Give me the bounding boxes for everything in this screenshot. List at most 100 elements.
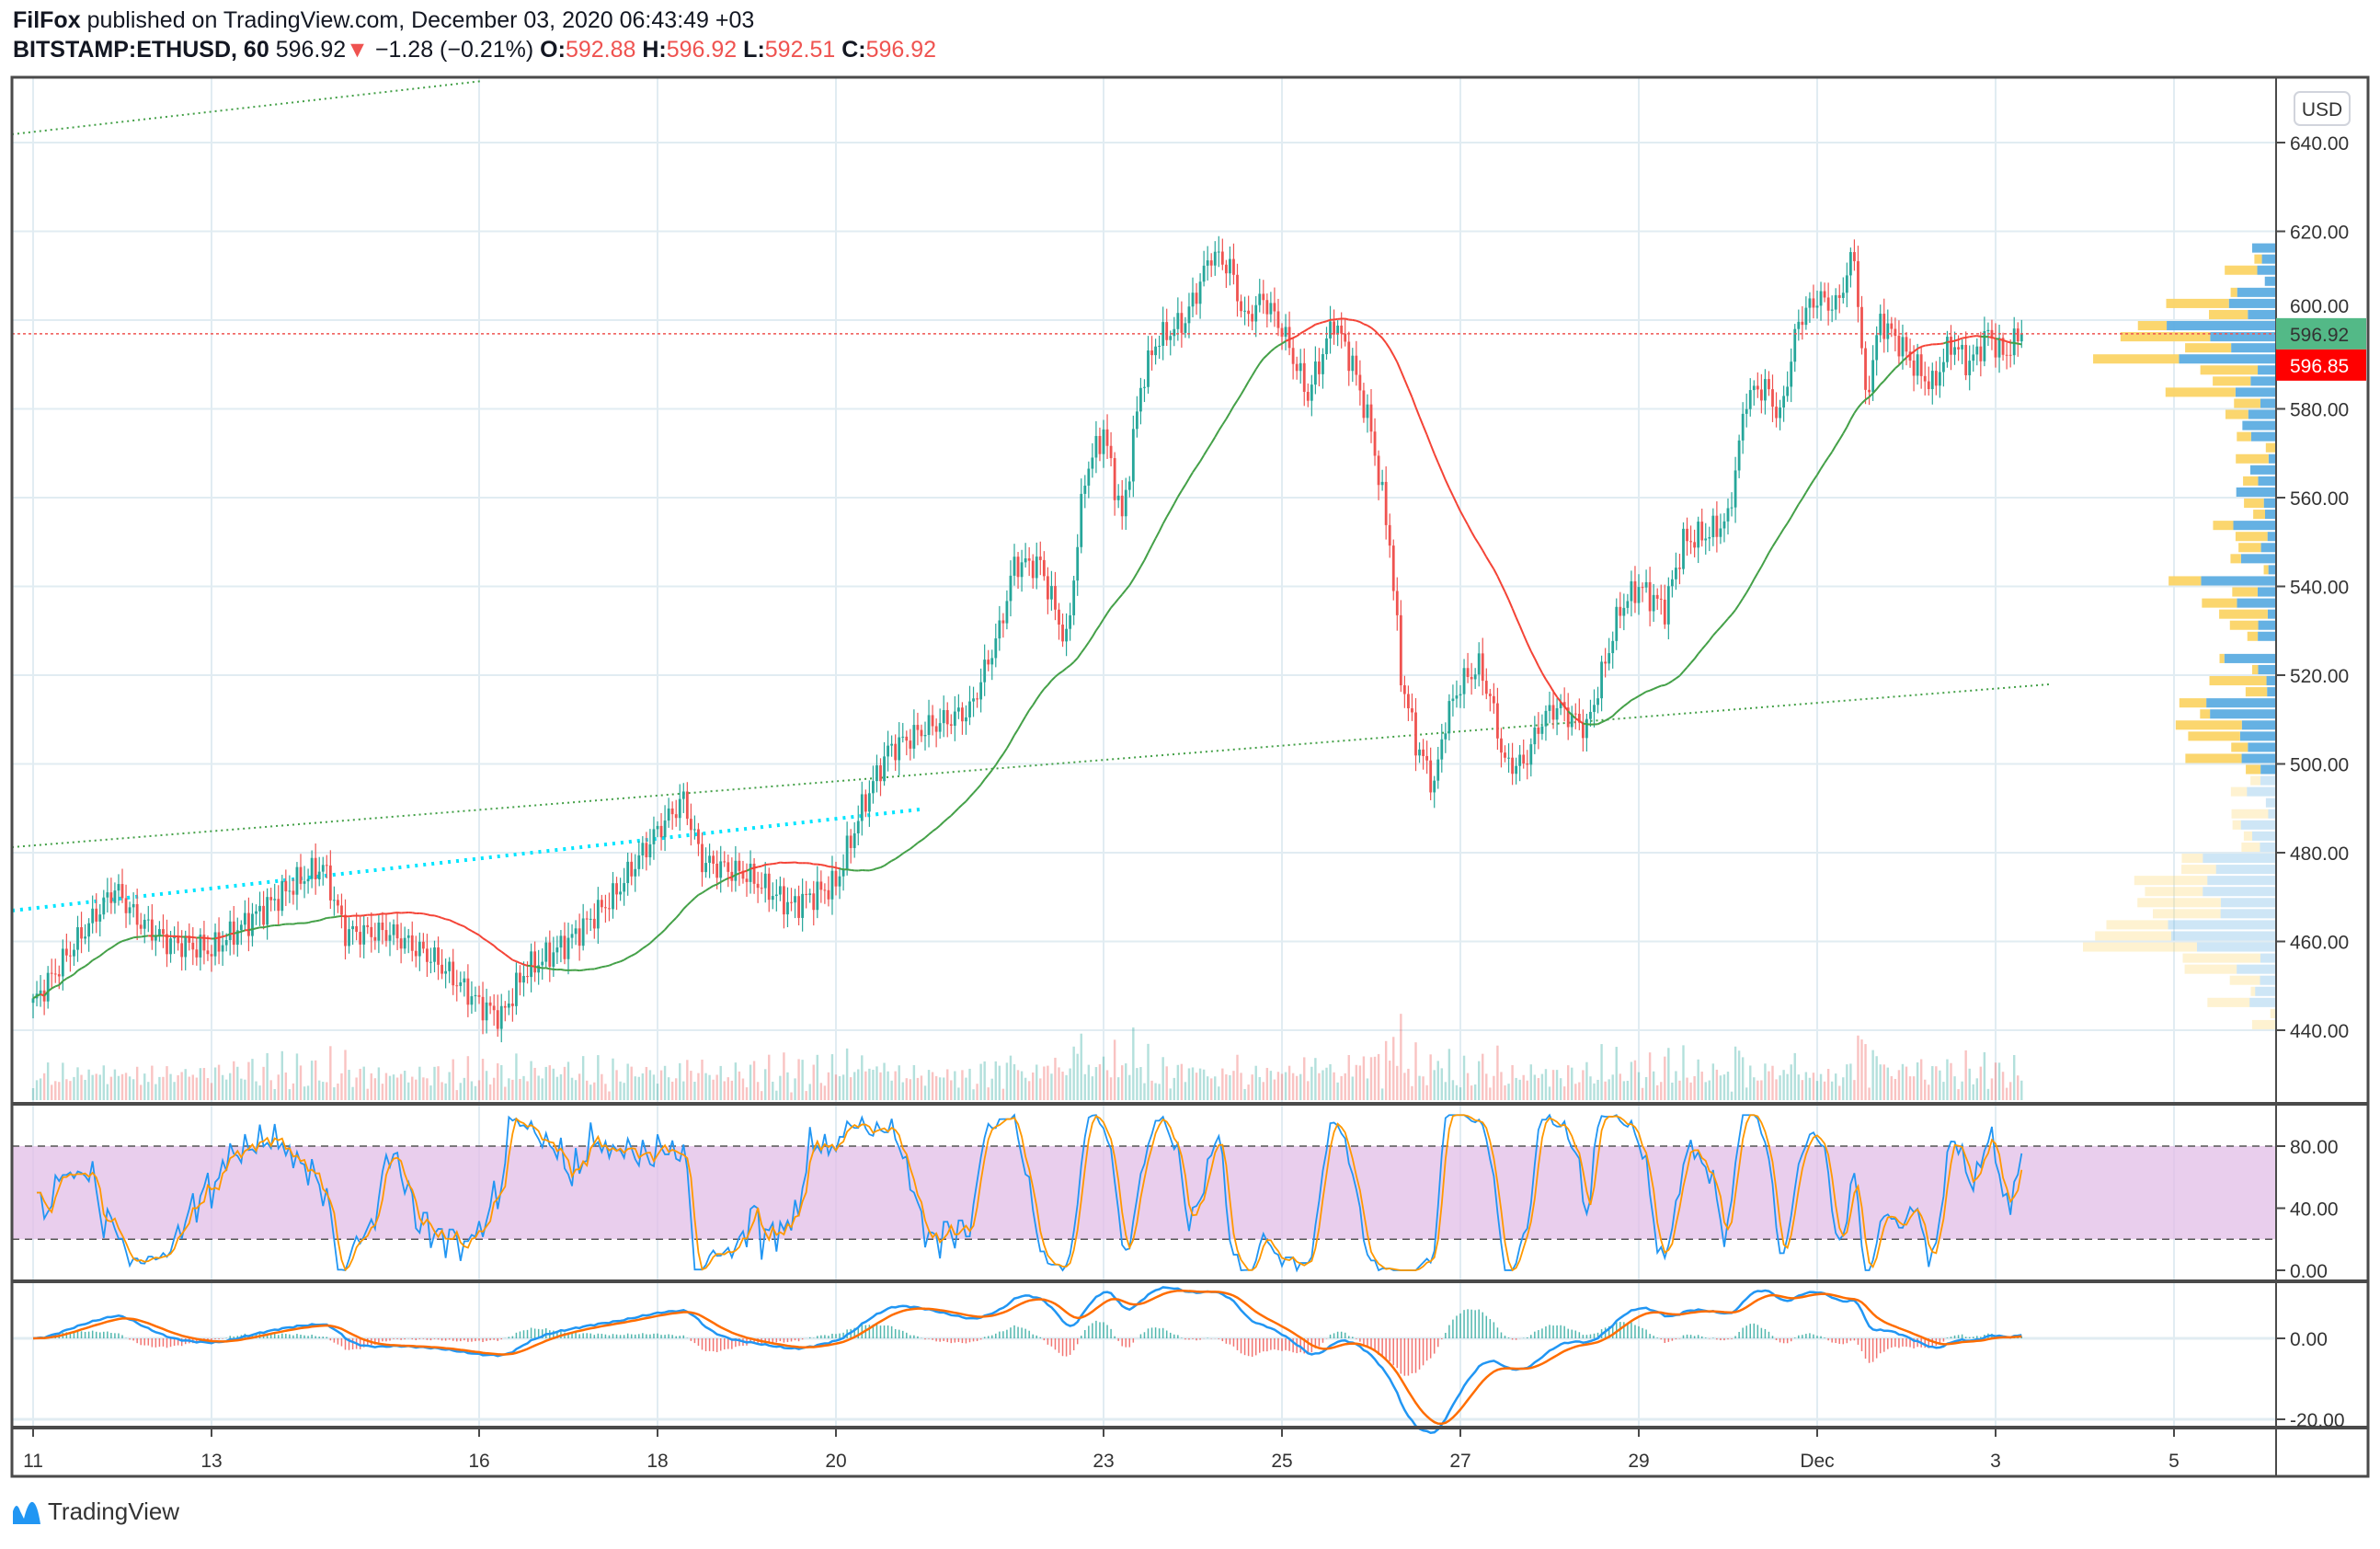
- moving-average-segment: [1764, 552, 1770, 561]
- volume-bar: [1039, 1078, 1042, 1100]
- moving-average-segment: [999, 753, 1004, 760]
- volume-profile-down-bar: [2243, 476, 2259, 486]
- volume-bar: [1307, 1081, 1310, 1100]
- upper-trend-line[interactable]: [11, 80, 484, 135]
- volume-bar: [1526, 1080, 1528, 1100]
- candle-body: [1306, 391, 1310, 401]
- moving-average-segment: [1616, 708, 1621, 714]
- candle-body: [1600, 661, 1603, 699]
- volume-bar: [887, 1071, 889, 1100]
- candle-body: [794, 896, 796, 903]
- candle-body: [1693, 542, 1697, 548]
- candle-body: [273, 899, 277, 901]
- candle-body: [1570, 713, 1573, 728]
- volume-profile-down-bar: [2209, 676, 2267, 686]
- volume-bar: [1043, 1066, 1046, 1100]
- candle-body: [723, 861, 727, 863]
- candle-body: [180, 943, 184, 958]
- volume-profile-up-bar: [2215, 865, 2276, 875]
- candle-body: [437, 947, 440, 965]
- candle-body: [648, 843, 652, 858]
- volume-bar: [1087, 1064, 1091, 1100]
- moving-average-segment: [1995, 338, 2000, 340]
- candle-body: [1217, 251, 1220, 253]
- candle-body: [585, 918, 589, 920]
- candle-body: [1615, 606, 1619, 641]
- candle-body: [1946, 337, 1949, 362]
- candle-body: [1768, 379, 1770, 390]
- candle-body: [827, 889, 830, 900]
- candle-body: [1488, 694, 1492, 696]
- cyan-trend-line[interactable]: [11, 808, 921, 912]
- moving-average-segment: [1775, 534, 1781, 542]
- candle-body: [1380, 481, 1384, 486]
- moving-average-segment: [1583, 722, 1587, 726]
- volume-profile-down-bar: [2185, 343, 2232, 353]
- candle-body: [1336, 325, 1340, 335]
- moving-average-segment: [1307, 326, 1312, 330]
- volume-profile-up-bar: [2255, 986, 2276, 996]
- volume-bar: [2008, 1082, 2012, 1100]
- volume-profile-down-bar: [2236, 453, 2269, 464]
- volume-bar: [563, 1066, 566, 1100]
- candle-body: [931, 715, 934, 727]
- candle-body: [1637, 587, 1641, 603]
- candle-body: [1135, 411, 1139, 430]
- volume-profile-down-bar: [2265, 442, 2276, 453]
- volume-profile-up-bar: [2237, 287, 2276, 297]
- volume-profile-up-bar: [2265, 797, 2276, 808]
- moving-average-segment: [1414, 407, 1421, 418]
- candle-body: [1737, 440, 1741, 471]
- candle-body: [1697, 522, 1700, 548]
- volume-bar: [233, 1061, 235, 1100]
- candle-body: [496, 1010, 499, 1029]
- volume-bar: [1054, 1057, 1057, 1100]
- volume-profile-up-bar: [2248, 742, 2276, 752]
- moving-average-segment: [1236, 394, 1242, 401]
- volume-bar: [968, 1068, 971, 1100]
- candle-body: [377, 922, 381, 941]
- volume-bar: [879, 1072, 882, 1100]
- trend-lines[interactable]: [11, 80, 2050, 912]
- candle-body: [173, 936, 176, 939]
- volume-bar: [1596, 1079, 1599, 1100]
- support-trend-line[interactable]: [11, 683, 2050, 848]
- moving-average-segment: [1642, 691, 1647, 695]
- moving-average-segment: [504, 953, 509, 958]
- moving-average-segment: [1114, 598, 1119, 604]
- candle-body: [965, 717, 967, 722]
- moving-average-segment: [1529, 650, 1536, 660]
- candle-body: [80, 927, 83, 939]
- moving-average-segment: [753, 866, 759, 869]
- candle-body: [1422, 749, 1425, 756]
- volume-bar: [98, 1074, 101, 1100]
- candle-body: [1875, 335, 1879, 361]
- volume-bar: [255, 1081, 257, 1100]
- moving-average-segment: [177, 935, 182, 938]
- volume-bar: [823, 1085, 827, 1100]
- volume-profile: [2083, 243, 2276, 1029]
- tradingview-logo[interactable]: TradingView: [11, 1497, 179, 1526]
- candle-body: [756, 883, 760, 889]
- volume-bar: [838, 1076, 841, 1100]
- candle-body: [321, 865, 325, 872]
- author-name[interactable]: FilFox: [13, 7, 81, 33]
- volume-bar: [299, 1065, 303, 1100]
- volume-bar: [938, 1077, 942, 1100]
- volume-bar: [474, 1085, 477, 1100]
- candle-body: [1492, 695, 1495, 704]
- volume-bar: [697, 1073, 700, 1100]
- moving-average-segment: [1887, 372, 1893, 377]
- volume-bar: [961, 1070, 964, 1100]
- volume-bar: [1210, 1078, 1213, 1100]
- currency-button[interactable]: USD: [2294, 91, 2351, 126]
- volume-bar: [42, 1073, 46, 1100]
- moving-average-segment: [1693, 653, 1699, 660]
- symbol-name[interactable]: BITSTAMP:ETHUSD, 60: [13, 37, 269, 63]
- candle-body: [1719, 528, 1722, 537]
- volume-bar: [102, 1065, 105, 1100]
- candle-body: [763, 873, 767, 889]
- moving-average-segment: [1407, 387, 1413, 398]
- volume-bar: [1065, 1074, 1068, 1100]
